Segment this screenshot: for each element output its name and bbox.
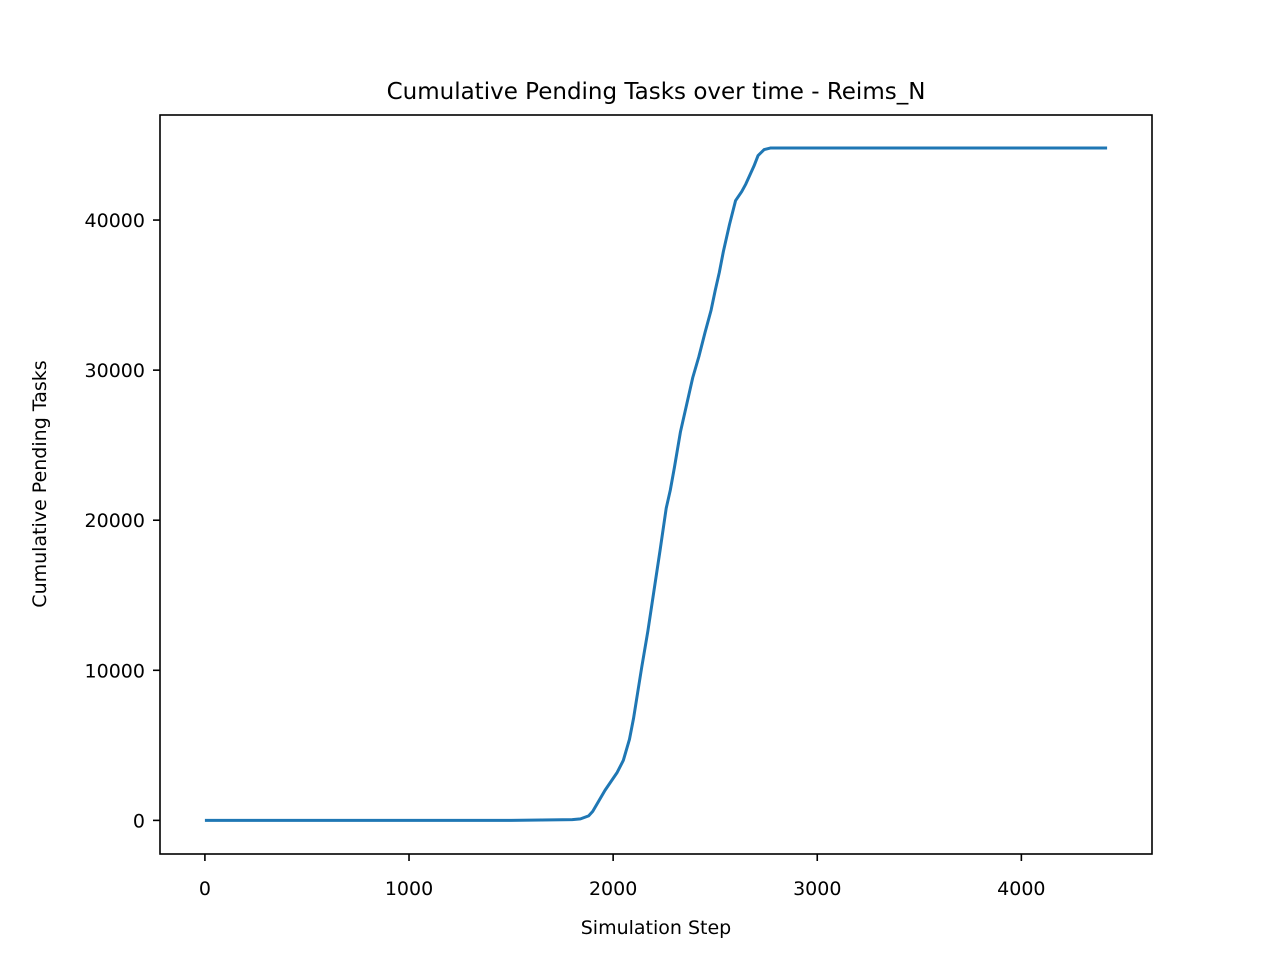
plot-area xyxy=(204,146,1108,822)
y-axis-label: Cumulative Pending Tasks xyxy=(29,360,51,607)
x-tick-label: 2000 xyxy=(589,878,637,900)
axes-frame xyxy=(159,114,1153,855)
y-tick-label: 40000 xyxy=(85,210,145,232)
y-tick-label: 20000 xyxy=(85,510,145,532)
x-axis-ticks: 0 1000 2000 3000 4000 xyxy=(199,854,1046,900)
y-tick-label: 10000 xyxy=(85,660,145,682)
x-tick-label: 4000 xyxy=(997,878,1045,900)
chart-title: Cumulative Pending Tasks over time - Rei… xyxy=(387,79,926,105)
series-line xyxy=(204,146,1108,822)
x-tick-label: 3000 xyxy=(793,878,841,900)
y-axis-ticks: 0 10000 20000 30000 40000 xyxy=(85,210,160,832)
y-tick-label: 0 xyxy=(133,810,145,832)
x-tick-label: 1000 xyxy=(385,878,433,900)
x-axis-label: Simulation Step xyxy=(581,917,732,939)
x-tick-label: 0 xyxy=(199,878,211,900)
y-tick-label: 30000 xyxy=(85,360,145,382)
